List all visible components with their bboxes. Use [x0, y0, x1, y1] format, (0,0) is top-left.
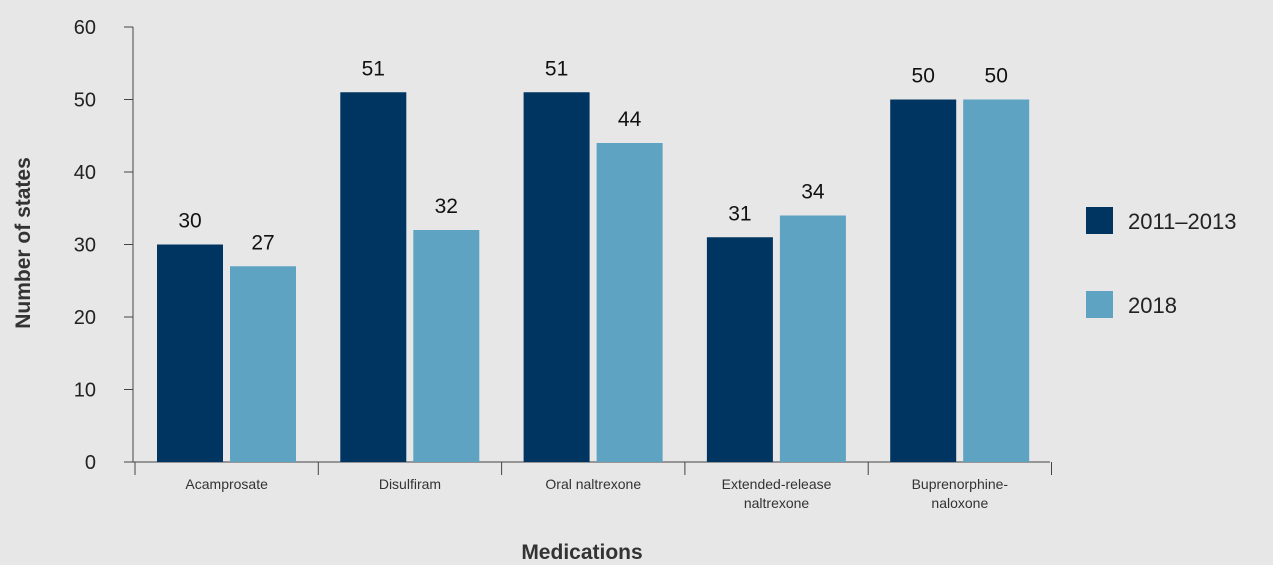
data-label: 50	[912, 65, 935, 88]
bar	[890, 99, 957, 462]
y-axis: 0 10 20 30 40 50 60	[74, 17, 134, 474]
x-axis-title: Medications	[521, 541, 642, 564]
bar	[706, 237, 773, 462]
x-axis: Acamprosate Disulfiram Oral naltrexone Exte…	[124, 461, 1052, 511]
data-label: 34	[801, 181, 825, 204]
data-labels: 30 51 51 31 50 27 32 44 34 50	[178, 57, 1008, 254]
legend-swatch	[1086, 207, 1113, 234]
bar	[596, 143, 663, 462]
data-label: 32	[435, 195, 458, 218]
y-tick-label: 30	[74, 235, 96, 257]
bar	[963, 99, 1030, 462]
y-tick-label: 40	[74, 162, 96, 184]
y-tick-label: 10	[74, 380, 96, 402]
bar	[157, 244, 223, 462]
x-tick-label: Oral naltrexone	[545, 476, 641, 492]
x-tick-label: Extended-release	[722, 476, 832, 492]
x-tick-label: naloxone	[931, 495, 988, 511]
bar	[523, 92, 590, 462]
data-label: 51	[545, 57, 568, 80]
y-tick-label: 0	[85, 452, 96, 474]
y-tick-label: 20	[74, 307, 96, 329]
legend-label: 2018	[1128, 293, 1177, 318]
data-label: 51	[362, 57, 385, 80]
bars	[157, 92, 1030, 462]
legend: 2011–2013 2018	[1086, 207, 1237, 318]
y-axis-title: Number of states	[12, 157, 35, 329]
data-label: 50	[985, 65, 1008, 88]
y-tick-label: 50	[74, 90, 96, 112]
data-label: 44	[618, 108, 642, 131]
x-tick-label: Disulfiram	[379, 476, 441, 492]
bar	[340, 92, 407, 462]
y-tick-label: 60	[74, 17, 96, 39]
data-label: 31	[728, 202, 751, 225]
legend-swatch	[1086, 291, 1113, 318]
legend-label: 2011–2013	[1128, 209, 1237, 234]
bar	[779, 215, 846, 462]
data-label: 30	[178, 210, 201, 233]
x-tick-label: Acamprosate	[185, 476, 268, 492]
data-label: 27	[251, 231, 274, 254]
x-tick-label: Buprenorphine-	[912, 476, 1009, 492]
bar	[413, 230, 480, 462]
x-tick-label: naltrexone	[744, 495, 810, 511]
bar	[230, 266, 296, 462]
